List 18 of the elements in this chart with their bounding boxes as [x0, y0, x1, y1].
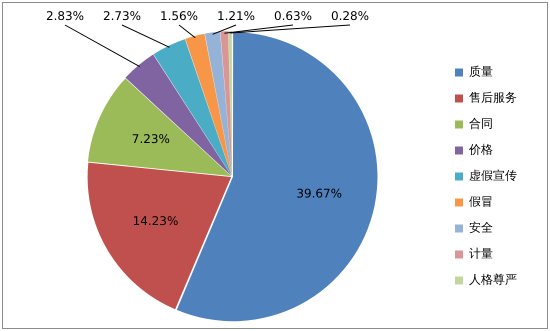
- legend-label: 安全: [469, 220, 493, 235]
- legend-label: 计量: [469, 246, 493, 261]
- data-label: 2.73%: [102, 9, 142, 24]
- legend-label: 合同: [469, 116, 493, 131]
- data-label: 7.23%: [132, 132, 170, 146]
- data-label: 0.28%: [330, 9, 370, 24]
- data-label: 1.56%: [160, 9, 198, 24]
- data-label: 0.63%: [274, 9, 312, 24]
- legend-label: 价格: [468, 142, 493, 157]
- data-label: 14.23%: [132, 214, 178, 228]
- legend-label: 人格尊严: [469, 272, 517, 287]
- legend-label: 虚假宣传: [469, 168, 517, 183]
- legend-label: 质量: [469, 64, 493, 79]
- data-label: 39.67%: [296, 186, 342, 200]
- legend-label: 售后服务: [469, 90, 517, 105]
- legend-label: 假冒: [469, 194, 493, 209]
- data-label: 1.21%: [216, 9, 256, 24]
- data-label: 2.83%: [46, 9, 84, 24]
